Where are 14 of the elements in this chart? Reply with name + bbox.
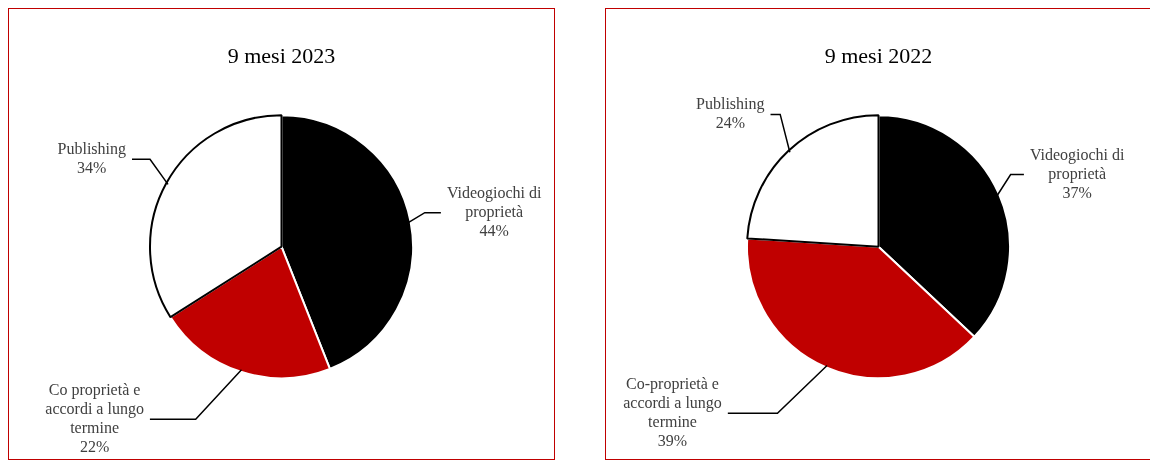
data-label: 39% [657,431,688,449]
slice-label: Publishing [696,95,765,114]
slice-label: Co-proprietà e accordi a lungo termine [623,374,722,430]
slice-label: Videogiochi di proprietà [446,183,543,221]
slice-label: Co proprietà e accordi a lungo termine [45,381,144,437]
data-label: 34% [77,158,107,176]
slice-label: Videogiochi di proprietà [1029,145,1126,183]
chart-title: 9 mesi 2022 [824,42,933,68]
data-label: 24% [715,114,745,132]
slice-label: Publishing [57,139,127,158]
data-label: 44% [479,221,509,239]
chart-title: 9 mesi 2023 [227,42,336,68]
data-label: 22% [79,438,110,456]
data-label: 37% [1062,183,1092,201]
